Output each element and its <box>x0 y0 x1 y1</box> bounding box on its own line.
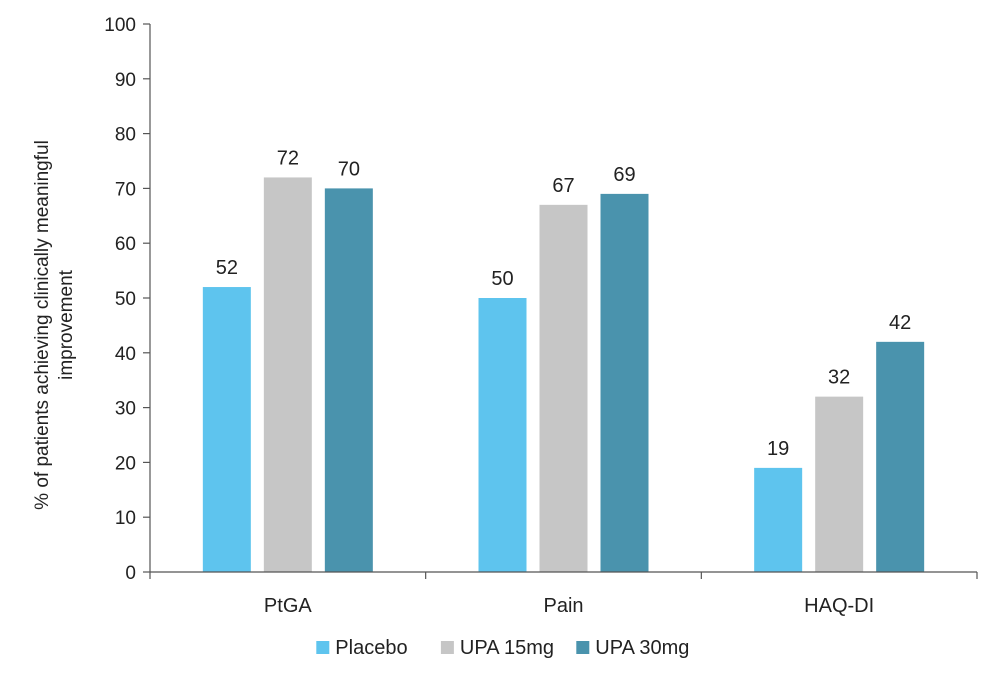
bar <box>815 396 864 572</box>
bar <box>754 467 803 572</box>
bars <box>202 177 925 572</box>
y-tick-label: 90 <box>115 70 136 91</box>
data-label: 72 <box>277 147 299 169</box>
bar <box>263 177 312 572</box>
legend: Placebo UPA 15mg UPA 30mg <box>316 637 689 659</box>
data-labels: 52 72 70 50 67 69 19 32 42 <box>216 147 912 459</box>
x-axis-labels: PtGA Pain HAQ-DI <box>149 572 978 617</box>
data-label: 70 <box>338 158 360 180</box>
data-label: 67 <box>552 175 574 197</box>
legend-item: Placebo <box>316 637 408 659</box>
bar <box>539 204 588 572</box>
legend-swatch <box>440 641 454 654</box>
y-tick-label: 60 <box>115 234 136 255</box>
y-tick-label: 0 <box>125 563 136 584</box>
bar <box>876 341 925 572</box>
y-tick-label: 20 <box>115 453 136 474</box>
y-axis-label: % of patients achieving clinically meani… <box>32 140 77 510</box>
bar <box>202 287 251 572</box>
y-axis-label-line-1: % of patients achieving clinically meani… <box>32 140 53 510</box>
y-tick-label: 30 <box>115 399 136 420</box>
legend-item: UPA 30mg <box>576 637 689 659</box>
legend-item: UPA 15mg <box>440 637 554 659</box>
bar <box>478 298 527 572</box>
data-label: 69 <box>613 164 635 186</box>
data-label: 52 <box>216 257 238 279</box>
y-tick-label: 10 <box>115 508 136 529</box>
legend-swatch <box>576 641 590 654</box>
x-tick-label: Pain <box>543 595 583 617</box>
y-axis-ticks: 0 10 20 30 40 50 60 70 80 90 100 <box>104 15 150 584</box>
data-label: 19 <box>767 438 789 460</box>
y-axis-label-line-2: improvement <box>56 269 77 380</box>
bar <box>324 188 373 572</box>
y-tick-label: 70 <box>115 179 136 200</box>
y-tick-label: 100 <box>104 15 136 36</box>
legend-label: Placebo <box>335 637 407 659</box>
data-label: 32 <box>828 367 850 389</box>
x-tick-label: HAQ-DI <box>804 595 874 617</box>
data-label: 42 <box>889 312 911 334</box>
legend-label: UPA 15mg <box>460 637 554 659</box>
bar <box>600 193 649 572</box>
legend-swatch <box>316 641 330 654</box>
y-tick-label: 50 <box>115 289 136 310</box>
y-tick-label: 40 <box>115 344 136 365</box>
legend-label: UPA 30mg <box>595 637 689 659</box>
y-tick-label: 80 <box>115 125 136 146</box>
x-tick-label: PtGA <box>264 595 312 617</box>
data-label: 50 <box>491 268 513 290</box>
